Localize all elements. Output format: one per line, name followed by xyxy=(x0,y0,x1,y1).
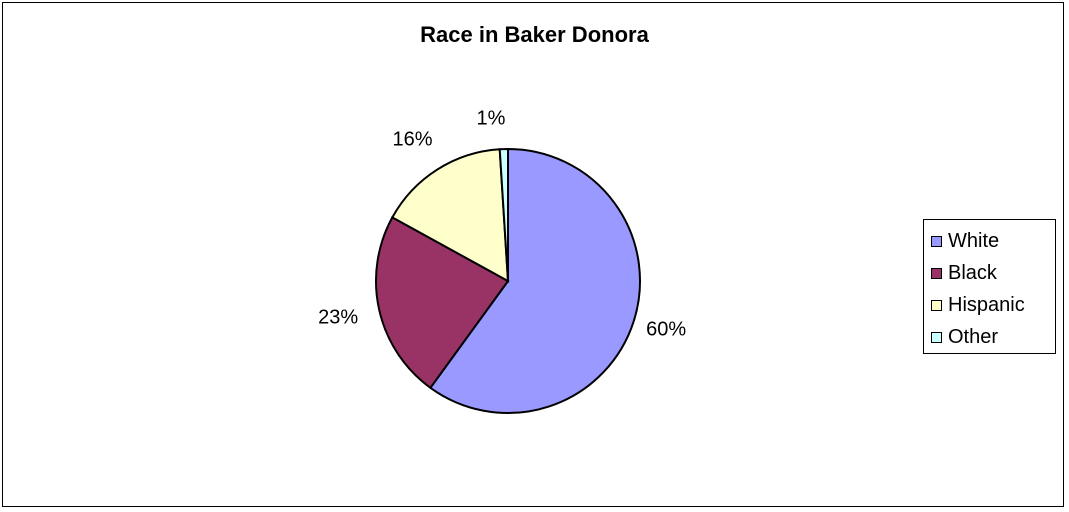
legend-item-white: White xyxy=(924,225,1055,257)
legend-swatch-white xyxy=(931,235,942,247)
chart-title: Race in Baker Donora xyxy=(420,22,649,47)
legend-item-hispanic: Hispanic xyxy=(924,289,1055,321)
data-label-white: 60% xyxy=(646,319,686,341)
pie-slice-white xyxy=(429,147,641,414)
pie-slice-black xyxy=(375,216,510,390)
pie-slice-other xyxy=(498,147,509,282)
legend-swatch-black xyxy=(931,267,942,279)
legend-label-hispanic: Hispanic xyxy=(948,293,1025,316)
legend-item-other: Other xyxy=(924,321,1055,353)
legend-swatch-other xyxy=(931,331,942,343)
legend-item-black: Black xyxy=(924,257,1055,289)
legend-swatch-hispanic xyxy=(931,299,942,311)
data-label-black: 23% xyxy=(318,306,358,328)
data-label-hispanic: 16% xyxy=(393,128,433,150)
legend-label-black: Black xyxy=(948,261,997,284)
pie-slices xyxy=(375,147,641,414)
data-label-other: 1% xyxy=(476,107,505,129)
pie-slice-hispanic xyxy=(390,148,510,283)
legend-label-white: White xyxy=(948,229,1000,252)
chart-legend: White Black Hispanic Other xyxy=(923,219,1056,354)
pie-data-labels: 60% 23% 16% 1% xyxy=(318,107,686,340)
legend-label-other: Other xyxy=(948,325,999,348)
